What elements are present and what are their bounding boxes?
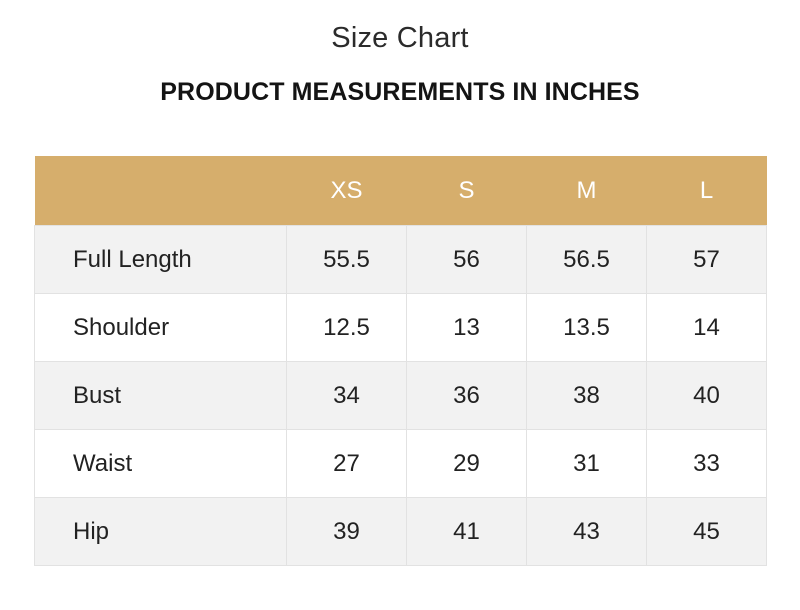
table-row: Shoulder 12.5 13 13.5 14 [34, 293, 767, 362]
table-row: Full Length 55.5 56 56.5 57 [34, 225, 767, 294]
table-cell: 57 [646, 225, 767, 294]
row-label: Waist [34, 429, 287, 498]
table-cell: 29 [406, 429, 527, 498]
table-cell: 34 [286, 361, 407, 430]
table-cell: 36 [406, 361, 527, 430]
row-label: Full Length [34, 225, 287, 294]
table-row: Hip 39 41 43 45 [34, 497, 767, 566]
table-cell: 56.5 [526, 225, 647, 294]
row-label: Bust [34, 361, 287, 430]
table-cell: 14 [646, 293, 767, 362]
table-cell: 13.5 [526, 293, 647, 362]
table-cell: 56 [406, 225, 527, 294]
header-cell-s: S [406, 156, 527, 226]
header-cell-xs: XS [286, 156, 407, 226]
table-cell: 43 [526, 497, 647, 566]
table-row: Waist 27 29 31 33 [34, 429, 767, 498]
row-label: Shoulder [34, 293, 287, 362]
header-row: XS S M L [34, 156, 767, 226]
header-cell-m: M [526, 156, 647, 226]
table-cell: 38 [526, 361, 647, 430]
table-cell: 13 [406, 293, 527, 362]
table-cell: 27 [286, 429, 407, 498]
table-cell: 33 [646, 429, 767, 498]
table-cell: 40 [646, 361, 767, 430]
row-label: Hip [34, 497, 287, 566]
table-cell: 41 [406, 497, 527, 566]
page-title: Size Chart [331, 22, 469, 54]
table-row: Bust 34 36 38 40 [34, 361, 767, 430]
table-cell: 45 [646, 497, 767, 566]
table-cell: 39 [286, 497, 407, 566]
table-cell: 55.5 [286, 225, 407, 294]
table-cell: 12.5 [286, 293, 407, 362]
header-cell-empty [34, 156, 287, 226]
header-cell-l: L [646, 156, 767, 226]
table-cell: 31 [526, 429, 647, 498]
size-chart-table: XS S M L Full Length 55.5 56 56.5 57 Sho… [34, 156, 767, 566]
page-subtitle: PRODUCT MEASUREMENTS IN INCHES [160, 78, 640, 106]
